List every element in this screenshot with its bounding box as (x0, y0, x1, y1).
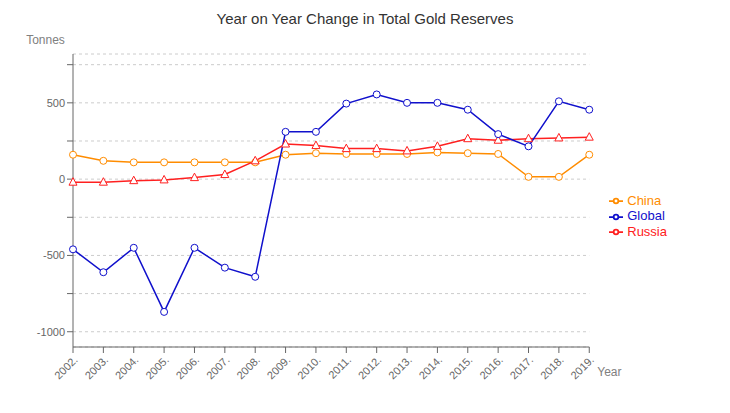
svg-text:-1000: -1000 (37, 326, 65, 338)
svg-text:2019.: 2019. (568, 353, 596, 381)
svg-text:2017.: 2017. (507, 353, 535, 381)
svg-text:2004.: 2004. (113, 353, 141, 381)
svg-text:2014.: 2014. (416, 353, 444, 381)
html-text:China: China (627, 192, 662, 208)
svg-text:2007.: 2007. (204, 353, 232, 381)
svg-text:Tonnes: Tonnes (26, 33, 65, 47)
svg-text:2002.: 2002. (52, 353, 80, 381)
svg-text:2013.: 2013. (386, 353, 414, 381)
html-text:Global: Global (627, 208, 665, 224)
svg-text:2009.: 2009. (265, 353, 293, 381)
svg-text:2016.: 2016. (477, 353, 505, 381)
html-text:Russia: Russia (627, 223, 667, 239)
svg-text:2011.: 2011. (326, 353, 353, 380)
svg-text:500: 500 (47, 97, 65, 109)
svg-text:2003.: 2003. (82, 353, 110, 381)
svg-text:2008.: 2008. (234, 353, 262, 381)
svg-text:2015.: 2015. (447, 353, 475, 381)
svg-text:0: 0 (59, 173, 65, 185)
svg-text:2006.: 2006. (173, 353, 201, 381)
svg-text:2010.: 2010. (295, 353, 323, 381)
svg-text:Year: Year (597, 365, 621, 379)
html-text:Year on Year Change in Total G: Year on Year Change in Total Gold Reserv… (216, 10, 514, 27)
svg-text:-500: -500 (43, 249, 65, 261)
svg-text:2018.: 2018. (538, 353, 566, 381)
svg-text:2012.: 2012. (356, 353, 384, 381)
svg-text:2005.: 2005. (143, 353, 171, 381)
